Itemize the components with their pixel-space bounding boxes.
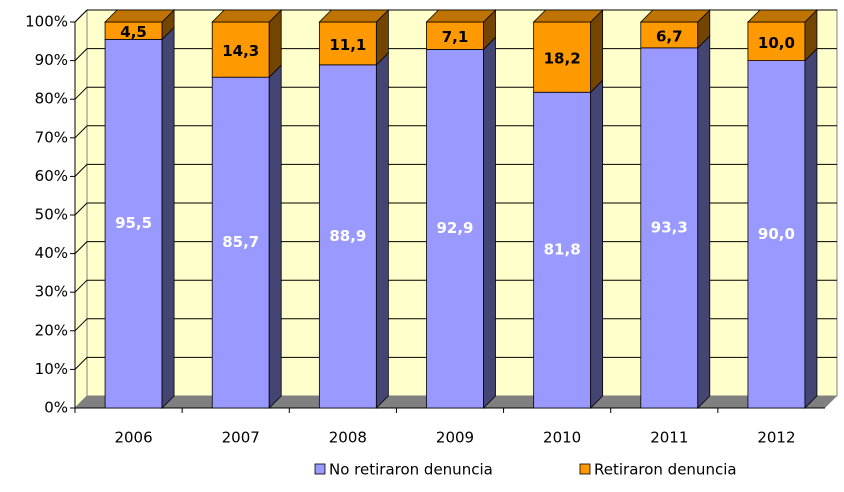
x-tick-label: 2009 [436,429,474,447]
bar-front [211,21,270,78]
bar [425,9,497,51]
bar-front [318,64,377,409]
bar-side [375,51,389,409]
data-label: 6,7 [656,27,683,45]
data-label: 92,9 [436,219,473,237]
data-label: 81,8 [544,241,581,259]
bar-top [532,9,604,23]
bar-side [161,26,175,409]
data-label: 10,0 [758,34,795,52]
legend-swatch [579,463,591,475]
x-tick-label: 2010 [543,429,581,447]
bar-top [211,9,283,23]
data-label: 88,9 [329,227,366,245]
bar-front [640,47,699,409]
bar-front [426,49,484,409]
x-tick-label: 2011 [650,429,688,447]
bar [104,9,176,41]
bar [318,9,390,66]
legend-swatch [314,463,326,475]
data-label: 4,5 [120,23,147,41]
bar-front [533,91,592,409]
bar-top [746,9,818,23]
grid-line-side [74,86,88,100]
y-tick-label: 0% [44,399,68,417]
y-tick-label: 20% [35,321,68,339]
grid-line-side [74,125,88,139]
x-tick-label: 2007 [222,429,260,447]
bar [640,34,711,409]
bar-top [318,9,390,23]
bar [104,26,175,409]
grid-line-side [74,202,88,216]
bar-top [104,9,176,23]
bar-side [268,64,282,409]
bar [211,64,282,409]
x-tick-label: 2006 [114,429,152,447]
bar [746,9,818,62]
y-tick-label: 30% [35,283,68,301]
grid-line-side [74,164,88,177]
data-label: 95,5 [115,214,152,232]
x-tick-label: 2012 [757,429,795,447]
grid-line-side [74,241,88,254]
y-tick-label: 60% [35,167,68,185]
bar-front [747,21,806,61]
data-label: 90,0 [758,225,795,243]
bar [532,9,604,94]
bar [318,51,389,409]
bar-side [483,36,496,409]
y-tick-label: 90% [35,51,68,69]
y-tick-label: 40% [35,244,68,262]
data-label: 7,1 [442,28,469,46]
y-tick-label: 80% [35,90,68,108]
grid-line-side [74,318,88,332]
grid-line-side [74,9,88,23]
y-tick-label: 50% [35,206,68,224]
x-tick-label: 2008 [329,429,367,447]
bar-side [590,79,604,409]
grid-line-side [74,279,88,293]
bar-front [533,21,592,93]
bar [747,47,818,409]
data-label: 14,3 [222,42,259,60]
y-tick-label: 10% [35,360,68,378]
data-label: 85,7 [222,233,259,251]
data-label: 11,1 [329,36,366,54]
data-label: 93,3 [651,218,688,236]
legend-label: Retiraron denuncia [594,461,737,479]
legend-label: No retiraron denuncia [329,461,493,479]
bar-side [804,47,818,409]
bar [533,79,604,409]
bar-top [425,9,497,23]
bar [426,36,496,409]
bar-side [590,9,604,94]
bar-top [639,9,711,23]
y-tick-label: 70% [35,128,68,146]
grid-line-side [74,357,88,370]
bar [211,9,283,79]
data-label: 18,2 [544,50,581,68]
bar [639,9,711,49]
y-tick-label: 100% [25,13,68,31]
bar-front [318,21,377,66]
bar-side [697,34,711,409]
grid-line-side [74,48,88,61]
